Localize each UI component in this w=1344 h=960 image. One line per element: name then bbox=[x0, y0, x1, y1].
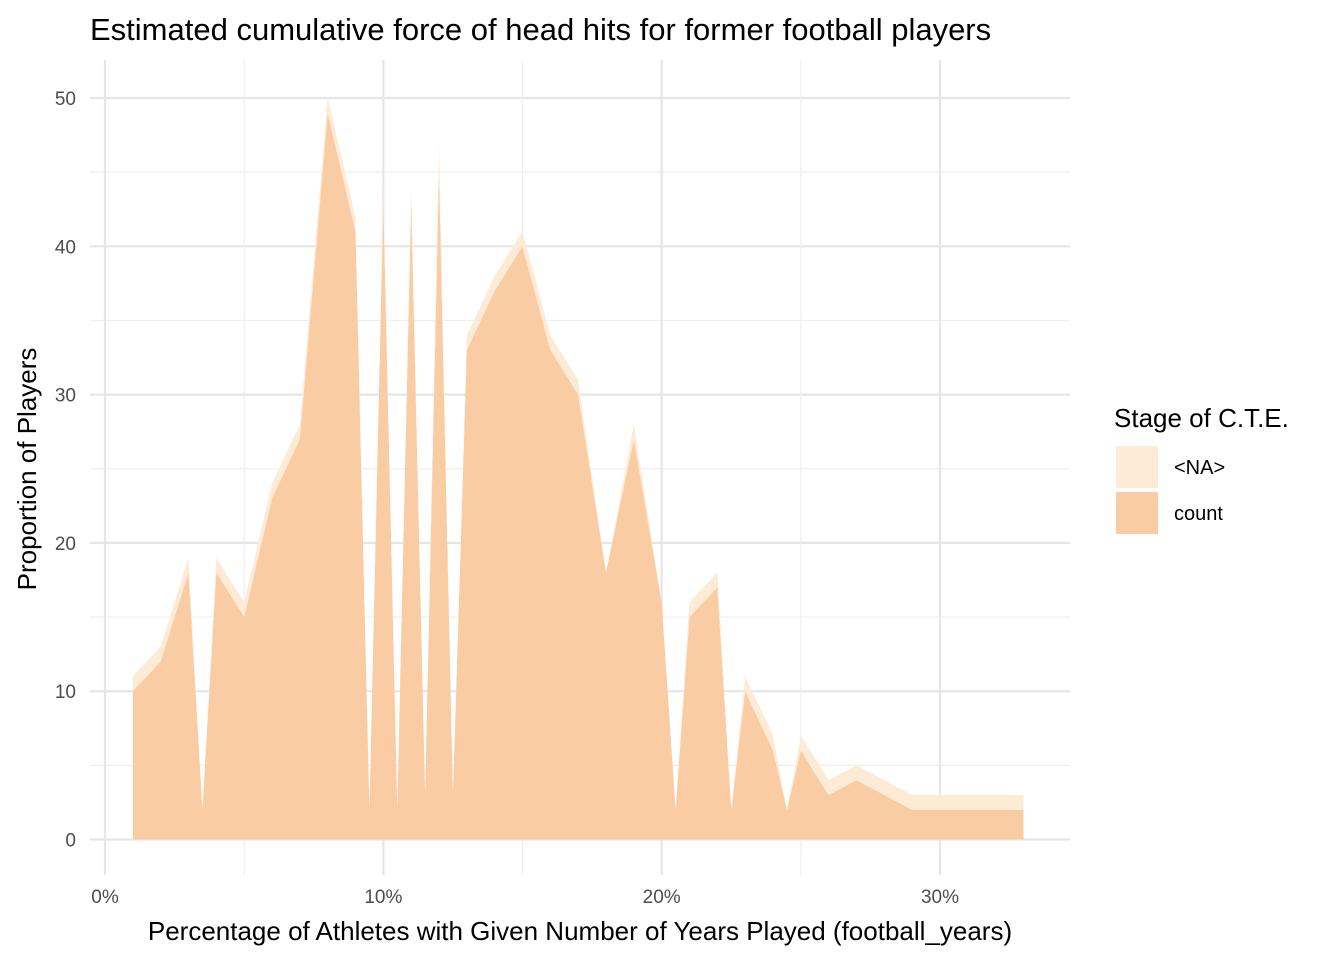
y-tick-label: 40 bbox=[55, 237, 76, 258]
area-series-count bbox=[132, 112, 1024, 840]
x-tick-label: 0% bbox=[91, 887, 119, 908]
y-axis-title: Proportion of Players bbox=[12, 348, 42, 591]
x-tick-label: 30% bbox=[921, 887, 959, 908]
y-tick-label: 20 bbox=[55, 534, 76, 555]
area-series-group bbox=[132, 98, 1024, 840]
y-tick-label: 10 bbox=[55, 682, 76, 703]
y-tick-label: 30 bbox=[55, 386, 76, 407]
legend-title: Stage of C.T.E. bbox=[1114, 403, 1289, 433]
y-tick-label: 0 bbox=[65, 831, 76, 852]
legend-label-na: <NA> bbox=[1174, 457, 1225, 479]
legend: Stage of C.T.E. <NA> count bbox=[1114, 403, 1289, 534]
legend-label-count: count bbox=[1174, 503, 1223, 525]
chart-title: Estimated cumulative force of head hits … bbox=[90, 12, 991, 47]
x-tick-label: 20% bbox=[643, 887, 681, 908]
y-tick-label: 50 bbox=[55, 89, 76, 110]
legend-swatch-count bbox=[1116, 492, 1158, 534]
x-tick-label: 10% bbox=[364, 887, 402, 908]
x-axis-title: Percentage of Athletes with Given Number… bbox=[148, 916, 1012, 946]
legend-swatch-na bbox=[1116, 446, 1158, 488]
tick-labels: 0% 10% 20% 30% 0 10 20 30 40 50 bbox=[55, 89, 959, 908]
